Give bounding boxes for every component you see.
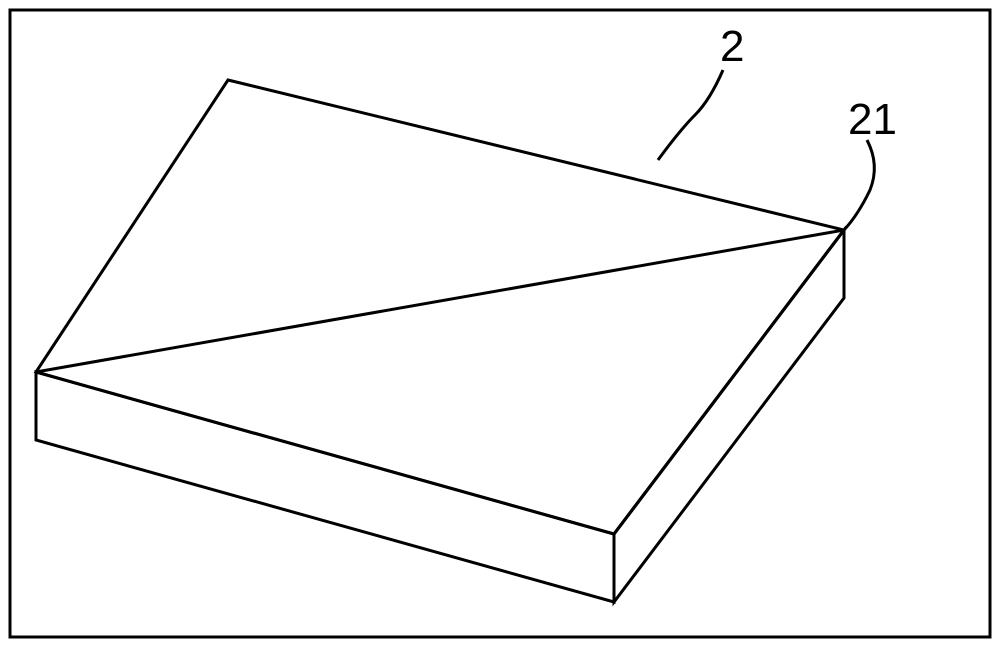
diagonal-line-2 — [614, 230, 844, 534]
slab-top-face — [36, 80, 844, 534]
diagonal-line-1 — [36, 230, 844, 372]
leader-line-2 — [658, 70, 723, 160]
slab-front-left-side — [36, 372, 614, 602]
slab-right-side — [614, 230, 844, 602]
diagram-border — [10, 10, 990, 637]
label-2: 2 — [720, 22, 744, 72]
leader-line-21 — [844, 140, 874, 230]
label-21: 21 — [848, 95, 897, 145]
